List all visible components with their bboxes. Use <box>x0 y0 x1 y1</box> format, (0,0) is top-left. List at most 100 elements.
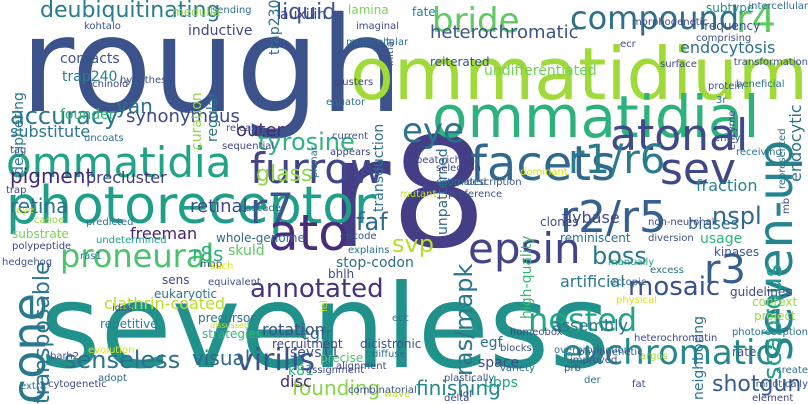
word: transduction <box>371 123 387 212</box>
word: founder <box>60 107 115 123</box>
word: multicellular <box>346 37 409 48</box>
word: trap <box>6 185 27 196</box>
word: explains <box>348 245 390 256</box>
word: yan <box>116 94 153 118</box>
word: imaginal <box>356 21 400 32</box>
word: encode <box>340 231 377 242</box>
word: substitute <box>10 122 91 141</box>
word: accuracy <box>10 102 119 130</box>
word: eye <box>16 205 35 216</box>
word: undifferentiated <box>484 63 597 79</box>
word: sequential <box>222 141 275 152</box>
word: inductive <box>188 23 253 39</box>
word: entry <box>714 133 741 144</box>
word: ommatidial <box>432 83 760 151</box>
word: clusters <box>334 77 374 88</box>
word: retinal <box>190 196 248 217</box>
word: ubps <box>484 375 518 391</box>
word: delta <box>444 393 470 404</box>
word: rough <box>20 0 404 143</box>
word: mitotically <box>755 379 808 390</box>
word: curation <box>189 92 205 150</box>
word: neighboring <box>691 316 707 400</box>
word: trap240 <box>62 69 118 85</box>
word: sevenless <box>40 260 610 395</box>
word: sev <box>660 144 737 195</box>
word: annotated <box>250 274 384 304</box>
word: evolution <box>88 345 135 356</box>
word: extra <box>20 381 47 392</box>
word: egf <box>480 335 503 351</box>
word: non-neuronal <box>648 217 715 228</box>
word: rate <box>732 345 757 359</box>
word: pigment <box>10 164 94 188</box>
word: enzyme <box>727 110 738 150</box>
word: senseless <box>64 346 181 374</box>
word: r8 <box>328 105 488 282</box>
word: plastically <box>444 373 495 384</box>
word: assignment <box>306 365 365 376</box>
word: reminiscent <box>560 231 631 245</box>
word: space <box>478 355 520 371</box>
word: polypeptide <box>12 241 72 252</box>
word: synonymous <box>126 106 240 127</box>
word: precursor <box>198 311 256 325</box>
word: uncoats <box>84 133 124 144</box>
word: regular <box>205 91 221 142</box>
word: lqf <box>460 389 473 400</box>
word: fate <box>412 5 436 19</box>
word: frequency <box>700 19 761 33</box>
word: create <box>776 365 808 376</box>
word: eye <box>402 111 464 151</box>
word: eukaryotic <box>154 287 218 301</box>
word: stop-codon <box>336 255 414 271</box>
word: wave <box>384 389 411 400</box>
word: r8s <box>192 242 224 266</box>
word: dominant <box>520 167 568 178</box>
word: morphogenetic <box>632 17 708 28</box>
word: freeman <box>130 224 198 243</box>
word: 3r <box>716 95 727 106</box>
word: endocytosis <box>680 38 776 57</box>
word: alignment <box>336 361 387 372</box>
word: virilis <box>236 343 316 378</box>
word: heterochromatin <box>634 333 718 344</box>
word: surface <box>660 59 697 70</box>
word: shotgun <box>712 372 802 397</box>
word: map <box>200 259 223 270</box>
word: subtype <box>706 1 755 15</box>
word: equator <box>326 97 366 108</box>
word: physical <box>616 295 657 306</box>
word: represented <box>777 128 788 189</box>
word: liquid <box>276 0 337 25</box>
word: sending <box>212 5 252 16</box>
word: contacts <box>60 51 120 67</box>
word: r1/r6 <box>568 137 666 183</box>
word: artificial <box>560 272 625 291</box>
word: proneural <box>60 237 215 275</box>
word: biases <box>688 214 739 233</box>
word: assembly <box>552 316 628 335</box>
word: medulla <box>172 5 221 19</box>
word: ides <box>112 303 133 314</box>
word: barh2 <box>50 351 80 362</box>
word: reiterated <box>430 55 490 69</box>
word: photoreception <box>731 327 808 338</box>
word: flybase <box>562 208 620 227</box>
word: cytogenetic <box>48 379 107 390</box>
word: undetermined <box>96 235 167 246</box>
word: mb <box>781 197 792 214</box>
word: diversion <box>648 233 694 244</box>
word: ecc <box>392 313 410 324</box>
word: homeobox <box>510 327 563 338</box>
word: preference <box>448 189 503 200</box>
word: equivalent <box>208 277 261 288</box>
word: rotation <box>262 320 325 339</box>
word: mosaic <box>628 272 721 302</box>
word: receiving <box>736 147 782 158</box>
word: clones <box>540 215 579 229</box>
word: auxilin <box>280 7 327 23</box>
word: overproduction <box>554 345 630 356</box>
word: sevs11 <box>290 345 340 361</box>
